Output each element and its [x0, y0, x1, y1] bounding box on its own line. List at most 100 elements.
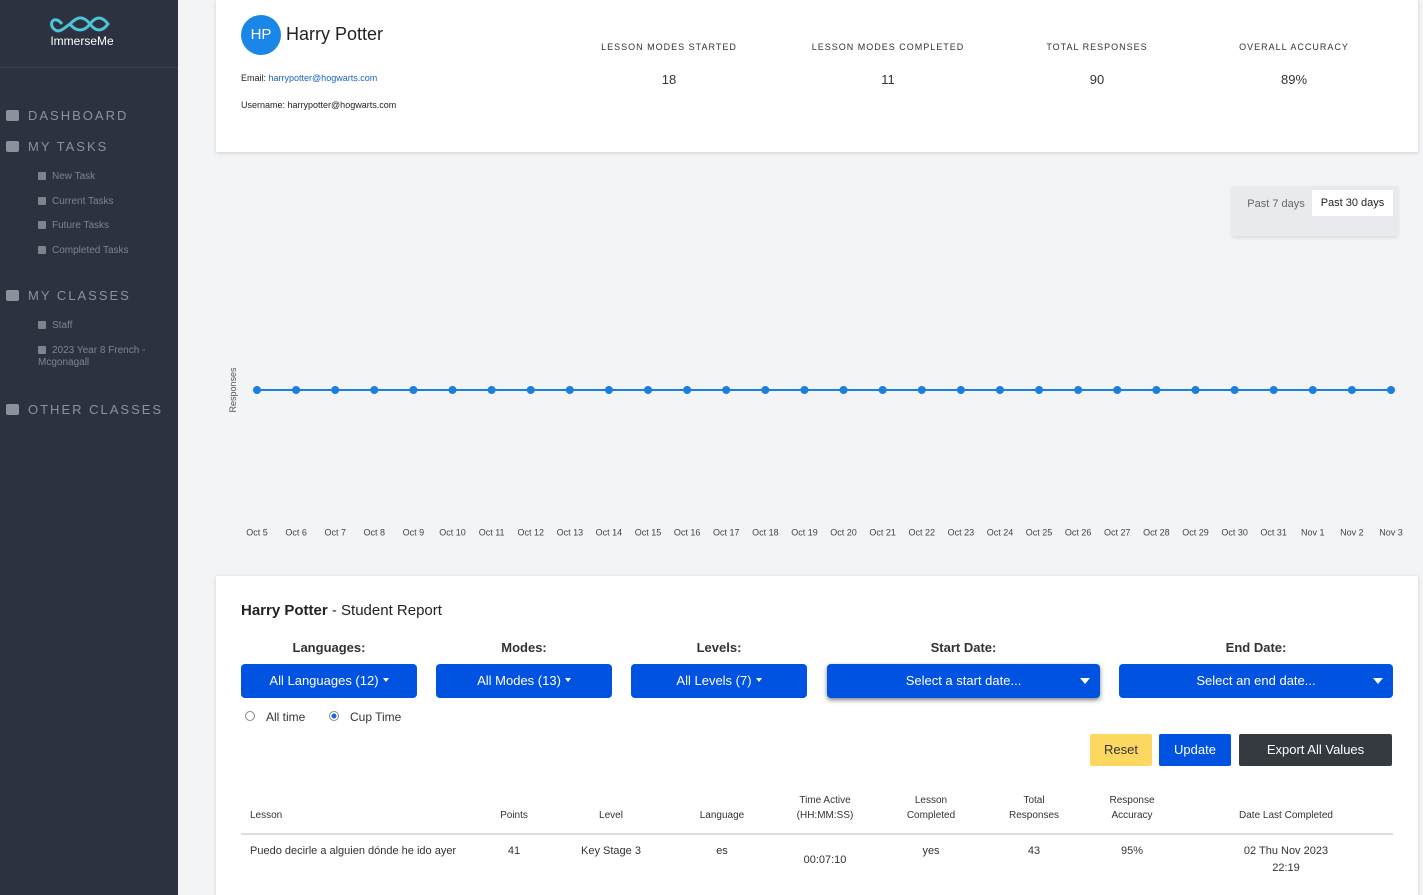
- data-point: [956, 386, 965, 394]
- data-point: [1074, 386, 1083, 394]
- data-point: [253, 386, 261, 394]
- dropdown-text: Select an end date...: [1196, 673, 1316, 688]
- nav-item[interactable]: 2023 Year 8 French - Mcgonagall: [38, 344, 146, 368]
- x-tick-label: Oct 7: [324, 527, 346, 537]
- nav-item[interactable]: New Task: [52, 171, 96, 182]
- radio[interactable]: [245, 711, 255, 721]
- nav-item[interactable]: Current Tasks: [52, 195, 114, 207]
- nav-section[interactable]: DASHBOARD: [28, 108, 129, 123]
- data-point: [1113, 386, 1122, 394]
- chart: Responses Oct 5 Oct 6 Oct 7 Oct 8 Oct 9 Oct 1…: [228, 367, 1403, 537]
- profile-card: HP Harry Potter Email: harrypotter@hogwa…: [216, 0, 1418, 152]
- nav-item[interactable]: Future Tasks: [52, 220, 110, 231]
- sidebar: ImmerseMe DASHBOARD MY TASKS New Task Curre…: [0, 0, 178, 895]
- x-tick-label: Oct 8: [364, 527, 386, 537]
- report-title: Harry Potter - Student Report: [241, 602, 442, 619]
- x-tick-label: Oct 23: [948, 527, 975, 537]
- stat-label: TOTAL RESPONSES: [1046, 42, 1148, 52]
- data-point: [839, 386, 848, 394]
- data-point: [448, 386, 457, 394]
- range-button[interactable]: Past 7 days: [1247, 198, 1305, 210]
- x-tick-label: Oct 12: [517, 527, 544, 537]
- x-tick-label: Oct 5: [246, 527, 268, 537]
- caret: [1373, 678, 1383, 689]
- table-cell: 02 Thu Nov 2023 22:19: [1243, 845, 1329, 874]
- table-rule: [241, 833, 1393, 835]
- x-tick-label: Nov 3: [1379, 527, 1403, 537]
- table-cell: yes: [922, 845, 940, 857]
- action-button[interactable]: Reset: [1090, 734, 1152, 766]
- dropdown-text: All Levels (7): [676, 673, 752, 688]
- radio-label: Cup Time: [350, 710, 402, 724]
- data-point: [1035, 386, 1044, 394]
- x-tick-label: Nov 2: [1340, 527, 1364, 537]
- filter-label: Start Date:: [930, 640, 997, 655]
- data-point: [1347, 386, 1356, 394]
- x-tick-label: Oct 20: [830, 527, 857, 537]
- student-name: Harry Potter: [286, 24, 384, 44]
- data-point: [722, 386, 731, 394]
- stat-label: LESSON MODES STARTED: [601, 42, 737, 52]
- action-button[interactable]: Update: [1159, 734, 1231, 766]
- filter-dropdown[interactable]: All Languages (12): [241, 664, 417, 698]
- report-student: Harry Potter: [241, 602, 328, 619]
- table-cell: Key Stage 3: [581, 845, 641, 857]
- stat-value: 90: [1089, 72, 1105, 87]
- x-tick-label: Oct 6: [285, 527, 307, 537]
- filter-dropdown[interactable]: All Levels (7): [631, 664, 807, 698]
- table-cell: 00:07:10: [803, 854, 847, 866]
- range-toggle: Past 7 days Past 30 days: [1232, 186, 1398, 236]
- nav-item[interactable]: Completed Tasks: [52, 244, 129, 256]
- nav-icon: [6, 110, 19, 121]
- radio[interactable]: [329, 711, 339, 721]
- stat-value: 18: [661, 72, 677, 87]
- filter-dropdown[interactable]: Select a start date...: [827, 664, 1100, 698]
- nav-section[interactable]: MY TASKS: [28, 139, 109, 154]
- x-tick-label: Oct 18: [752, 527, 779, 537]
- data-point: [604, 386, 613, 394]
- range-button-active[interactable]: Past 30 days: [1312, 190, 1393, 216]
- divider: [0, 67, 178, 68]
- data-point: [1308, 386, 1317, 394]
- stat-label: OVERALL ACCURACY: [1239, 42, 1349, 52]
- caret: [1080, 678, 1090, 689]
- nav-item[interactable]: Staff: [52, 320, 73, 331]
- table-header: Lesson: [250, 810, 283, 821]
- caret: [755, 678, 762, 685]
- dropdown-text: All Languages (12): [269, 673, 379, 688]
- table-cell: Puedo decirle a alguien dónde he ido aye…: [250, 845, 457, 857]
- email-label: Email:: [241, 73, 267, 83]
- data-point: [644, 386, 653, 394]
- table-cell: 95%: [1120, 845, 1144, 857]
- avatar: HP: [241, 15, 281, 55]
- data-point: [917, 386, 926, 394]
- filter-dropdown[interactable]: Select an end date...: [1119, 664, 1393, 698]
- x-tick-label: Oct 9: [403, 527, 425, 537]
- data-point: [526, 386, 535, 394]
- nav-icon: [38, 321, 46, 329]
- data-point: [409, 386, 418, 394]
- radio-label: All time: [266, 710, 306, 724]
- username-label: Username:: [241, 100, 286, 110]
- table-header: Level: [599, 810, 623, 821]
- filter-dropdown[interactable]: All Modes (13): [436, 664, 612, 698]
- table-cell: es: [716, 845, 728, 857]
- stat-value: 89%: [1280, 72, 1308, 87]
- table-header: Date Last Completed: [1239, 810, 1333, 821]
- caret: [382, 678, 389, 685]
- nav-section[interactable]: MY CLASSES: [28, 288, 131, 303]
- data-point: [565, 386, 574, 394]
- report-suffix: - Student Report: [331, 602, 442, 619]
- caret: [564, 678, 571, 685]
- brand: ImmerseMe: [50, 34, 114, 48]
- table-header: Time Active (HH:MM:SS): [796, 795, 854, 821]
- nav-section[interactable]: OTHER CLASSES: [28, 402, 164, 417]
- table-header: Points: [500, 810, 528, 821]
- action-button[interactable]: Export All Values: [1239, 734, 1392, 766]
- email-link[interactable]: harrypotter@hogwarts.com: [268, 73, 378, 83]
- x-tick-label: Nov 1: [1301, 527, 1325, 537]
- nav-icon: [38, 221, 46, 229]
- table-cell: 43: [1027, 845, 1041, 857]
- data-point: [292, 386, 301, 394]
- stat-value: 11: [881, 72, 895, 87]
